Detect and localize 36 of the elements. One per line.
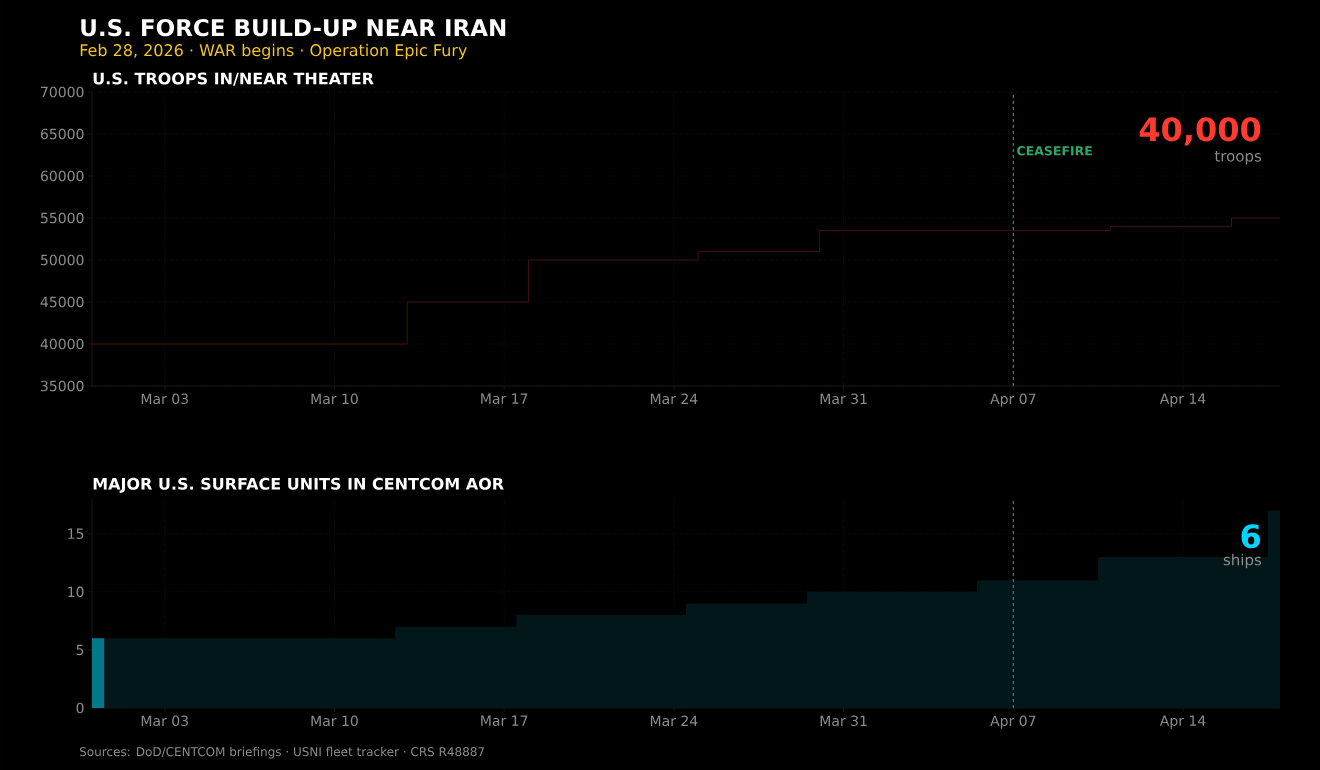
y-tick-label: 0 [76,702,84,714]
text: Feb 28, 2026 · WAR begins · Operation Epic Fury [80,43,467,60]
x-tick-label: Mar 31 [820,715,867,727]
source-note: Sources: DoD/CENTCOM briefings · USNI fleet tracker · CRS R48887 [79,746,485,759]
x-tick-label: Apr 07 [990,393,1036,407]
y-tick-label: 10 [68,586,84,598]
y-tick-label: 70000 [41,86,84,98]
x-tick-label: Mar 24 [650,715,698,727]
annotation: 40,000 [1139,117,1261,146]
y-tick-label: 55000 [41,212,84,224]
x-tick-label: Mar 17 [481,393,528,404]
y-tick-label: 65000 [40,128,84,140]
y-tick-label: 50000 [41,254,84,266]
x-tick-label: Mar 10 [311,393,358,405]
y-tick-label: 5 [76,644,84,656]
y-tick-label: 15 [68,528,84,540]
x-tick-label: Mar 31 [820,393,867,405]
x-tick-label: Mar 17 [481,715,528,726]
y-tick-label: 40000 [40,338,84,350]
x-tick-label: Mar 24 [650,393,698,405]
y-tick-label: 45000 [40,296,84,308]
x-tick-label: Apr 14 [1159,715,1206,729]
chart-title: MAJOR U.S. SURFACE UNITS IN CENTCOM AOR [93,477,504,493]
text: U.S. FORCE BUILD-UP NEAR IRAN [81,18,506,37]
x-tick-label: Mar 10 [311,715,358,727]
chart-title: U.S. TROOPS IN/NEAR THEATER [93,72,374,86]
ref-line-label: CEASEFIRE [1017,146,1092,156]
annotation: ships [1223,553,1262,569]
y-tick-label: 35000 [41,380,84,392]
annotation: troops [1214,150,1262,165]
x-tick-label: Mar 03 [141,393,188,405]
x-tick-label: Apr 07 [990,715,1036,729]
x-tick-label: Mar 03 [141,715,188,727]
y-tick-label: 60000 [40,170,84,182]
annotation: 6 [1241,524,1261,549]
x-tick-label: Apr 14 [1159,393,1206,407]
